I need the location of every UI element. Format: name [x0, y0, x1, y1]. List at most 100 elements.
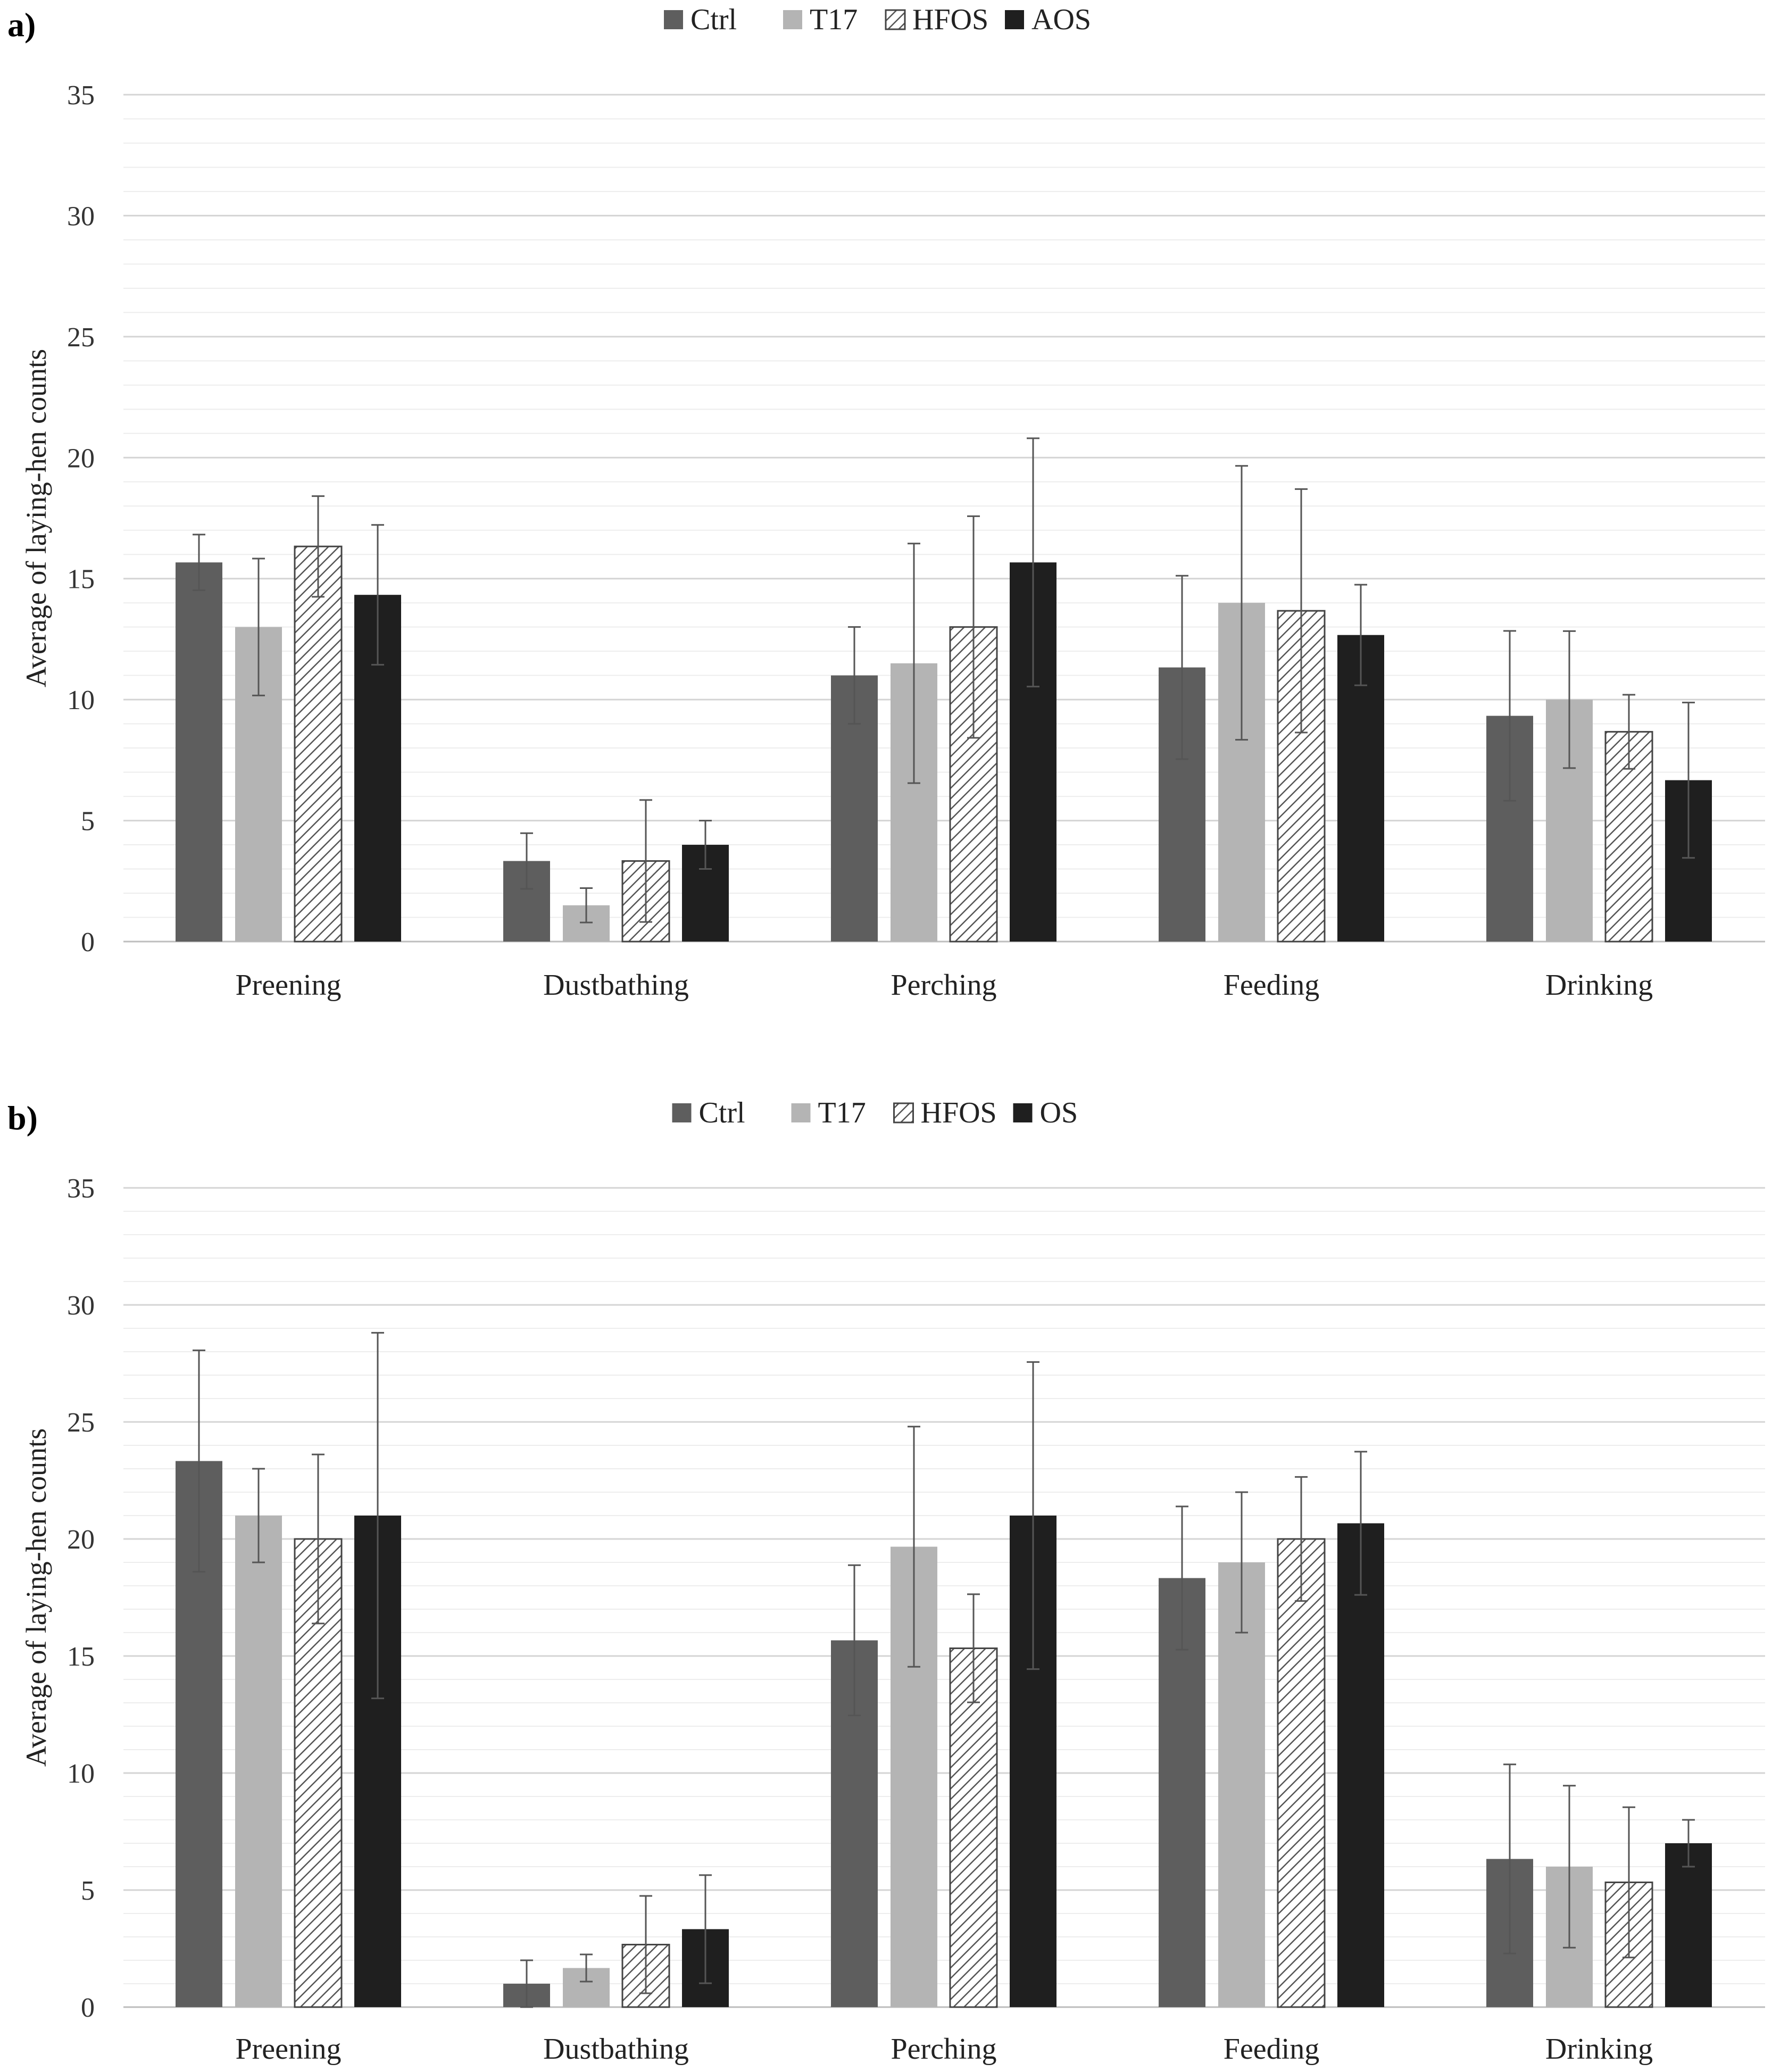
error-bar: [1027, 437, 1039, 688]
chart-panel-a: a) 0 5 10 15 20 25 30 35 Average of laying-hen co…: [7, 3, 1765, 1002]
legend-item-t17: T17: [791, 1096, 866, 1129]
legend-item-ctrl: Ctrl: [672, 1096, 745, 1129]
legend-item-hfos: HFOS: [893, 1096, 997, 1129]
error-bar: [1563, 1785, 1576, 1949]
legend-swatch: [1005, 10, 1024, 29]
bar-hfos-perching: [949, 626, 998, 943]
error-bar: [1295, 488, 1308, 734]
y-tick-label: 20: [67, 1525, 95, 1555]
x-category-label: Dustbathing: [543, 2033, 689, 2066]
legend-label: HFOS: [912, 3, 988, 36]
error-bar: [1682, 1819, 1695, 1868]
y-tick-label: 5: [81, 1876, 95, 1906]
bar-t17-preening: [235, 1516, 282, 2007]
y-tick-label: 5: [81, 806, 95, 837]
error-bar: [699, 1874, 712, 1984]
x-category-label: Feeding: [1224, 2033, 1319, 2066]
y-tick-label: 30: [67, 1291, 95, 1321]
error-bar: [580, 1953, 593, 1983]
error-bar: [520, 1959, 533, 2008]
error-bar: [699, 820, 712, 870]
y-tick-label: 10: [67, 685, 95, 715]
chart-panel-b: b) 0 5 10 15 20 25 30 35 Average of laying-hen co…: [7, 1096, 1765, 2066]
legend: Ctrl T17 HFOS OS: [672, 1096, 1078, 1129]
x-category-label: Feeding: [1224, 969, 1319, 1002]
legend-swatch: [791, 1103, 811, 1122]
y-tick-label: 15: [67, 564, 95, 595]
legend-label: T17: [818, 1096, 866, 1129]
error-bar: [1503, 630, 1516, 802]
x-category-label: Perching: [891, 2033, 996, 2066]
error-bar: [1503, 1763, 1516, 1954]
y-tick-label: 15: [67, 1642, 95, 1672]
y-tick-label: 20: [67, 443, 95, 473]
error-bar: [312, 1453, 325, 1625]
legend-label: OS: [1040, 1096, 1078, 1129]
error-bar: [312, 495, 325, 598]
y-axis-title: Average of laying-hen counts: [20, 1428, 52, 1767]
bar-hfos-perching: [949, 1647, 998, 2008]
chart-panels: a) 0 5 10 15 20 25 30 35 Average of laying-hen co…: [7, 3, 1765, 2066]
legend-item-hfos: HFOS: [885, 3, 988, 36]
legend-label: HFOS: [921, 1096, 997, 1129]
y-axis-title: Average of laying-hen counts: [20, 349, 52, 687]
error-bar: [193, 1349, 205, 1573]
legend: Ctrl T17 HFOS AOS: [664, 3, 1091, 36]
error-bar: [639, 799, 652, 923]
error-bar: [1354, 1451, 1367, 1596]
error-bar: [1354, 584, 1367, 686]
legend-item-t17: T17: [783, 3, 858, 36]
x-category-label: Drinking: [1545, 2033, 1653, 2066]
error-bar: [1295, 1476, 1308, 1602]
legend-swatch: [783, 10, 802, 29]
legend-item-os: OS: [1013, 1096, 1078, 1129]
bar-t17-feeding: [1218, 1562, 1265, 2007]
error-bar: [848, 626, 861, 725]
panel-label: a): [7, 6, 36, 44]
bar-os-drinking: [1665, 1843, 1712, 2007]
y-tick-label: 0: [81, 1993, 95, 2023]
error-bar: [908, 543, 920, 784]
panel-label: b): [7, 1099, 38, 1137]
x-category-label: Drinking: [1545, 969, 1653, 1002]
legend-swatch: [1013, 1103, 1033, 1122]
legend-item-aos: AOS: [1005, 3, 1091, 36]
error-bar: [1235, 1491, 1248, 1634]
y-tick-label: 25: [67, 1408, 95, 1438]
x-category-label: Dustbathing: [543, 969, 689, 1002]
y-tick-label: 35: [67, 80, 95, 111]
error-bar: [1563, 630, 1576, 769]
error-bar: [252, 557, 265, 696]
error-bar: [371, 1332, 384, 1700]
error-bar: [193, 534, 205, 592]
x-category-label: Preening: [235, 2033, 341, 2066]
y-tick-label: 25: [67, 322, 95, 353]
error-bar: [371, 524, 384, 666]
legend-label: Ctrl: [699, 1096, 745, 1129]
legend-label: AOS: [1031, 3, 1091, 36]
legend-swatch: [885, 9, 906, 30]
y-tick-label: 10: [67, 1759, 95, 1789]
error-bar: [908, 1426, 920, 1668]
bar-hfos-preening: [294, 545, 343, 943]
bar-hfos-feeding: [1277, 1538, 1326, 2008]
error-bar: [1623, 694, 1635, 770]
error-bar: [1027, 1361, 1039, 1670]
bar-os-feeding: [1337, 1523, 1384, 2007]
x-category-label: Perching: [891, 969, 996, 1002]
error-bar: [520, 832, 533, 890]
error-bar: [1235, 465, 1248, 741]
y-tick-label: 0: [81, 927, 95, 958]
legend-label: Ctrl: [691, 3, 737, 36]
x-category-label: Preening: [235, 969, 341, 1002]
y-tick-label: 30: [67, 201, 95, 231]
legend-item-ctrl: Ctrl: [664, 3, 737, 36]
error-bar: [848, 1564, 861, 1717]
error-bar: [967, 515, 980, 739]
error-bar: [1623, 1806, 1635, 1959]
legend-swatch: [893, 1102, 914, 1124]
error-bar: [580, 887, 593, 923]
error-bar: [639, 1895, 652, 1994]
legend-swatch: [664, 10, 683, 29]
